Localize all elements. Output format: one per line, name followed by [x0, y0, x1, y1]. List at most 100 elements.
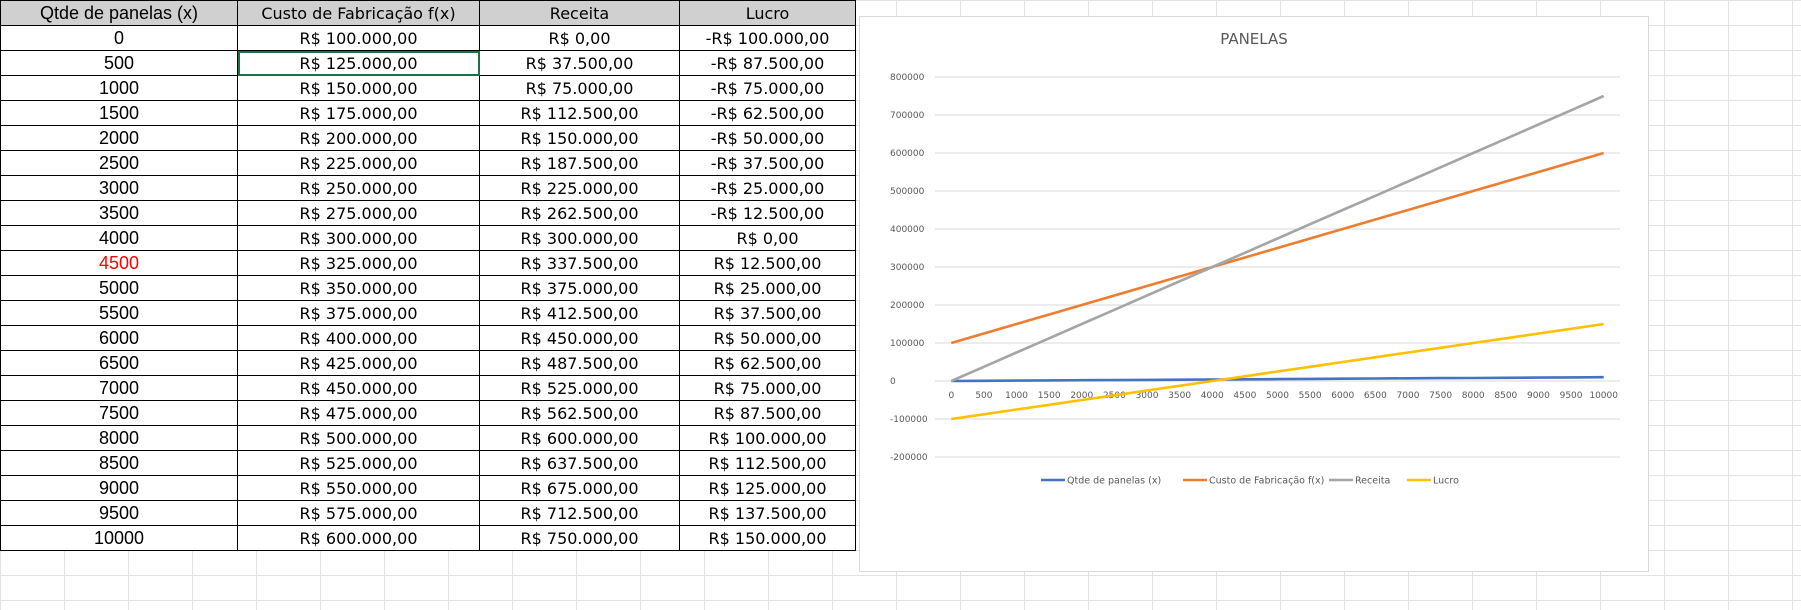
cell-lucro[interactable]: R$ 100.000,00: [679, 425, 856, 451]
cell-custo[interactable]: R$ 525.000,00: [237, 450, 480, 476]
cell-lucro[interactable]: R$ 25.000,00: [679, 275, 856, 301]
series-line-0[interactable]: [951, 375, 1604, 383]
cell-receita[interactable]: R$ 600.000,00: [479, 425, 680, 451]
cell-qtde[interactable]: 2500: [0, 150, 238, 176]
series-line-3[interactable]: [951, 322, 1604, 421]
cell-qtde[interactable]: 7000: [0, 375, 238, 401]
cell-custo[interactable]: R$ 150.000,00: [237, 75, 480, 101]
cell-lucro[interactable]: R$ 75.000,00: [679, 375, 856, 401]
cell-custo[interactable]: R$ 600.000,00: [237, 525, 480, 551]
cell-lucro[interactable]: R$ 62.500,00: [679, 350, 856, 376]
cell-custo[interactable]: R$ 325.000,00: [237, 250, 480, 276]
cell-qtde[interactable]: 9000: [0, 475, 238, 501]
cell-receita[interactable]: R$ 262.500,00: [479, 200, 680, 226]
header-custo[interactable]: Custo de Fabricação f(x): [237, 0, 480, 26]
cell-qtde[interactable]: 8500: [0, 450, 238, 476]
series-line-2[interactable]: [950, 94, 1605, 383]
cell-lucro[interactable]: R$ 150.000,00: [679, 525, 856, 551]
cell-qtde[interactable]: 6000: [0, 325, 238, 351]
cell-qtde[interactable]: 7500: [0, 400, 238, 426]
cell-receita[interactable]: R$ 487.500,00: [479, 350, 680, 376]
cell-qtde[interactable]: 500: [0, 50, 238, 76]
cell-custo[interactable]: R$ 475.000,00: [237, 400, 480, 426]
cell-qtde[interactable]: 1500: [0, 100, 238, 126]
cell-qtde[interactable]: 0: [0, 25, 238, 51]
cell-receita[interactable]: R$ 187.500,00: [479, 150, 680, 176]
table-row: 8500 R$ 525.000,00 R$ 637.500,00 R$ 112.500…: [0, 450, 856, 476]
cell-lucro[interactable]: -R$ 87.500,00: [679, 50, 856, 76]
cell-receita[interactable]: R$ 412.500,00: [479, 300, 680, 326]
cell-custo[interactable]: R$ 400.000,00: [237, 325, 480, 351]
cell-qtde[interactable]: 1000: [0, 75, 238, 101]
cell-receita[interactable]: R$ 225.000,00: [479, 175, 680, 201]
cell-lucro[interactable]: -R$ 50.000,00: [679, 125, 856, 151]
cell-custo[interactable]: R$ 100.000,00: [237, 25, 480, 51]
series-line-1[interactable]: [950, 151, 1605, 345]
cell-receita[interactable]: R$ 525.000,00: [479, 375, 680, 401]
cell-qtde[interactable]: 3500: [0, 200, 238, 226]
cell-receita[interactable]: R$ 150.000,00: [479, 125, 680, 151]
legend-item[interactable]: Receita: [1329, 476, 1390, 487]
cell-receita[interactable]: R$ 112.500,00: [479, 100, 680, 126]
cell-receita[interactable]: R$ 562.500,00: [479, 400, 680, 426]
cell-custo[interactable]: R$ 425.000,00: [237, 350, 480, 376]
cell-custo[interactable]: R$ 175.000,00: [237, 100, 480, 126]
cell-custo[interactable]: R$ 450.000,00: [237, 375, 480, 401]
header-receita[interactable]: Receita: [479, 0, 680, 26]
cell-receita[interactable]: R$ 637.500,00: [479, 450, 680, 476]
cell-receita[interactable]: R$ 450.000,00: [479, 325, 680, 351]
cell-qtde[interactable]: 8000: [0, 425, 238, 451]
cell-lucro[interactable]: -R$ 62.500,00: [679, 100, 856, 126]
cell-lucro[interactable]: R$ 12.500,00: [679, 250, 856, 276]
cell-custo[interactable]: R$ 350.000,00: [237, 275, 480, 301]
cell-lucro[interactable]: R$ 125.000,00: [679, 475, 856, 501]
cell-custo[interactable]: R$ 200.000,00: [237, 125, 480, 151]
cell-receita[interactable]: R$ 675.000,00: [479, 475, 680, 501]
header-qtde[interactable]: Qtde de panelas (x): [0, 0, 238, 26]
legend-item[interactable]: Lucro: [1407, 476, 1459, 487]
cell-qtde[interactable]: 9500: [0, 500, 238, 526]
cell-custo[interactable]: R$ 575.000,00: [237, 500, 480, 526]
cell-lucro[interactable]: R$ 112.500,00: [679, 450, 856, 476]
cell-lucro[interactable]: R$ 0,00: [679, 225, 856, 251]
cell-qtde[interactable]: 5500: [0, 300, 238, 326]
cell-lucro[interactable]: -R$ 37.500,00: [679, 150, 856, 176]
cell-qtde[interactable]: 4500: [0, 250, 238, 276]
cell-lucro[interactable]: -R$ 12.500,00: [679, 200, 856, 226]
cell-custo[interactable]: R$ 225.000,00: [237, 150, 480, 176]
header-lucro[interactable]: Lucro: [679, 0, 856, 26]
cell-qtde[interactable]: 6500: [0, 350, 238, 376]
chart-panelas[interactable]: PANELAS -200000 -100000 0 100000 200000 30000…: [859, 16, 1649, 572]
cell-custo[interactable]: R$ 375.000,00: [237, 300, 480, 326]
cell-receita[interactable]: R$ 0,00: [479, 25, 680, 51]
cell-lucro[interactable]: -R$ 100.000,00: [679, 25, 856, 51]
cell-receita[interactable]: R$ 300.000,00: [479, 225, 680, 251]
cell-lucro[interactable]: -R$ 25.000,00: [679, 175, 856, 201]
cell-custo[interactable]: R$ 550.000,00: [237, 475, 480, 501]
cell-qtde[interactable]: 4000: [0, 225, 238, 251]
cell-receita[interactable]: R$ 37.500,00: [479, 50, 680, 76]
line-chart: PANELAS -200000-100000010000020000030000…: [890, 30, 1620, 487]
cell-lucro[interactable]: R$ 37.500,00: [679, 300, 856, 326]
cell-receita[interactable]: R$ 75.000,00: [479, 75, 680, 101]
cell-custo[interactable]: R$ 300.000,00: [237, 225, 480, 251]
cell-receita[interactable]: R$ 712.500,00: [479, 500, 680, 526]
cell-receita[interactable]: R$ 750.000,00: [479, 525, 680, 551]
cell-receita[interactable]: R$ 337.500,00: [479, 250, 680, 276]
cell-lucro[interactable]: R$ 87.500,00: [679, 400, 856, 426]
legend-item[interactable]: Custo de Fabricação f(x): [1183, 476, 1324, 487]
cell-qtde[interactable]: 10000: [0, 525, 238, 551]
legend-item[interactable]: Qtde de panelas (x): [1041, 476, 1161, 487]
cell-custo[interactable]: R$ 500.000,00: [237, 425, 480, 451]
cell-qtde[interactable]: 3000: [0, 175, 238, 201]
cell-custo[interactable]: R$ 275.000,00: [237, 200, 480, 226]
cell-lucro[interactable]: R$ 50.000,00: [679, 325, 856, 351]
cell-custo[interactable]: R$ 125.000,00: [237, 50, 480, 76]
cell-custo[interactable]: R$ 250.000,00: [237, 175, 480, 201]
cell-qtde[interactable]: 2000: [0, 125, 238, 151]
cell-qtde[interactable]: 5000: [0, 275, 238, 301]
cell-lucro[interactable]: -R$ 75.000,00: [679, 75, 856, 101]
legend[interactable]: Qtde de panelas (x) Custo de Fabricação f…: [1041, 476, 1459, 487]
cell-lucro[interactable]: R$ 137.500,00: [679, 500, 856, 526]
cell-receita[interactable]: R$ 375.000,00: [479, 275, 680, 301]
